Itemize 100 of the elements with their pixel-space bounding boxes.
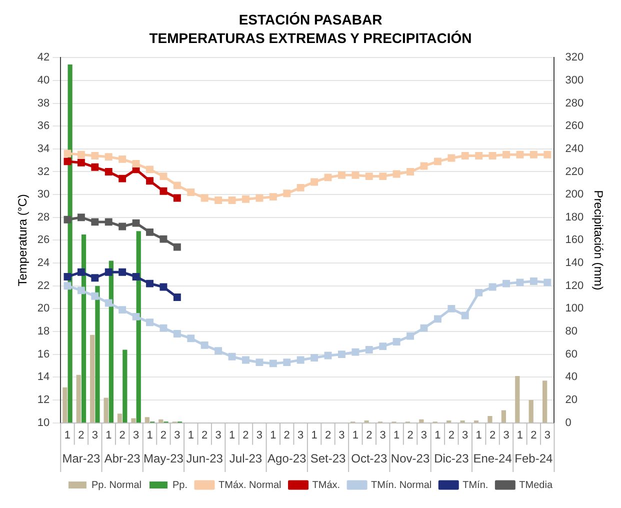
point <box>118 155 126 163</box>
point <box>173 182 181 190</box>
x-tick-label: 3 <box>338 429 345 442</box>
legend-label: TMedia <box>519 480 553 491</box>
bar <box>76 374 81 423</box>
x-tick-label: 2 <box>119 429 126 442</box>
point <box>228 352 236 360</box>
point <box>406 168 414 176</box>
text: Oct-23 <box>351 451 388 466</box>
point <box>132 272 140 280</box>
point <box>146 318 154 326</box>
x-tick-label: 1 <box>434 429 441 442</box>
point <box>91 163 99 171</box>
point <box>104 153 112 161</box>
point <box>132 219 140 227</box>
x-tick-label: 1 <box>311 429 318 442</box>
x-tick-label: 2 <box>324 429 332 442</box>
point <box>296 356 304 364</box>
x-tick-label: 1 <box>270 429 276 442</box>
point <box>91 292 99 300</box>
point <box>146 166 154 174</box>
text: May-23 <box>143 451 184 466</box>
point <box>160 283 168 291</box>
text: Set-23 <box>310 451 346 466</box>
point <box>310 178 318 186</box>
y-tick-label: 14 <box>37 371 50 384</box>
point <box>379 342 387 350</box>
y2-tick-label: 140 <box>565 257 584 270</box>
point <box>187 334 195 342</box>
point <box>132 160 140 168</box>
y-tick-label: 18 <box>37 326 50 338</box>
point <box>77 158 85 166</box>
chart-subtitle: TEMPERATURAS EXTREMAS Y PRECIPITACIÓN <box>149 30 472 46</box>
x-tick-label: 1 <box>146 429 153 442</box>
point <box>91 218 99 226</box>
x-tick-label: 3 <box>174 429 180 442</box>
point <box>269 360 277 368</box>
point <box>160 187 168 195</box>
point <box>242 356 250 364</box>
point <box>228 196 236 204</box>
point <box>448 154 456 162</box>
point <box>64 272 72 280</box>
point <box>324 174 332 182</box>
point <box>310 354 318 362</box>
x-tick-label: 2 <box>242 429 249 442</box>
point <box>173 194 181 202</box>
point <box>406 332 414 340</box>
point <box>488 283 496 291</box>
point <box>256 358 264 366</box>
y2-tick-label: 260 <box>565 120 584 132</box>
point <box>283 190 291 198</box>
y-tick-label: 32 <box>37 166 50 178</box>
point <box>502 280 510 288</box>
point <box>242 195 250 203</box>
legend-label: TMín. Normal <box>371 480 432 491</box>
point <box>77 286 85 294</box>
y2-tick-label: 20 <box>565 394 578 406</box>
legend-label: TMín. <box>462 480 488 491</box>
y-tick-label: 22 <box>37 280 50 292</box>
point <box>502 150 510 158</box>
point <box>77 150 85 158</box>
y-tick-label: 36 <box>37 120 50 132</box>
x-tick-label: 1 <box>394 429 400 442</box>
chart-title: ESTACIÓN PASABAR <box>238 11 382 28</box>
point <box>365 346 373 354</box>
x-tick-label: 1 <box>188 429 194 442</box>
bar <box>95 286 100 423</box>
y2-tick-label: 280 <box>565 97 584 110</box>
x-tick-label: 1 <box>106 429 112 442</box>
y-tick-label: 28 <box>37 211 50 224</box>
point <box>64 158 72 166</box>
point <box>146 280 154 288</box>
bar <box>117 414 122 423</box>
x-tick-label: 2 <box>407 429 414 442</box>
x-tick-label: 3 <box>298 429 304 442</box>
point <box>461 312 469 320</box>
bar <box>542 380 548 423</box>
bar <box>515 376 520 423</box>
bar <box>90 334 95 423</box>
point <box>77 214 85 222</box>
y-tick-label: 10 <box>37 416 50 429</box>
y2-tick-label: 180 <box>565 211 584 224</box>
legend-label: TMáx. <box>312 480 340 491</box>
x-tick-label: 2 <box>284 429 290 442</box>
bar <box>136 231 141 423</box>
y2-tick-label: 100 <box>565 302 584 315</box>
y-tick-label: 20 <box>37 302 50 315</box>
x-tick-label: 1 <box>516 429 524 442</box>
x-tick-label: 2 <box>530 429 537 442</box>
text: Feb-24 <box>514 451 554 466</box>
text: Dic-23 <box>434 451 470 466</box>
point <box>64 150 72 158</box>
y-tick-label: 12 <box>37 394 50 406</box>
y2-tick-label: 240 <box>565 142 584 155</box>
x-tick-label: 1 <box>352 429 358 442</box>
y-tick-label: 40 <box>37 74 50 86</box>
point <box>118 222 126 230</box>
bar <box>68 64 72 423</box>
point <box>132 312 140 320</box>
point <box>544 150 552 158</box>
